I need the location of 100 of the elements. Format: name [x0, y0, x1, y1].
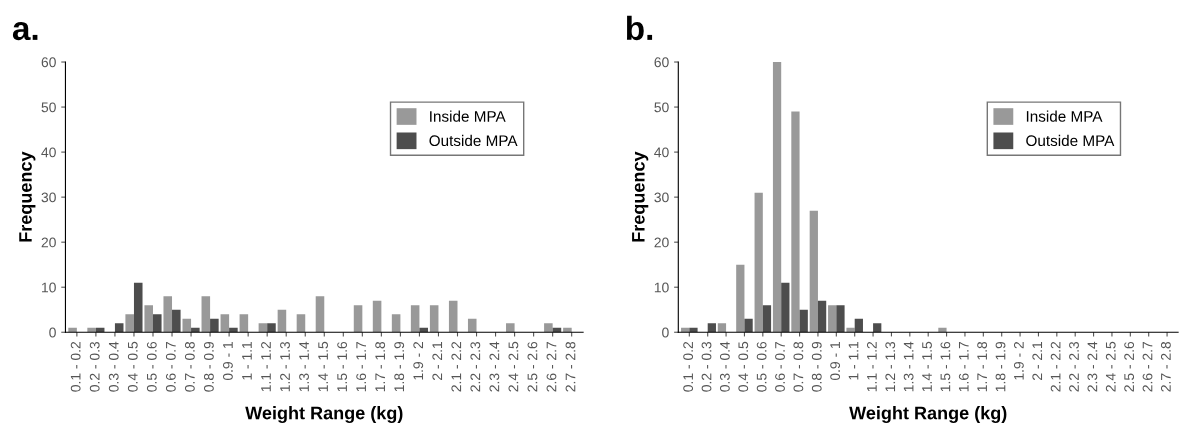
x-tick-label: 1.7 - 1.8: [977, 341, 988, 392]
chart-title: a.: [12, 21, 38, 41]
bar: [114, 323, 124, 333]
x-tick-label: 2.3 - 2.4: [489, 341, 500, 392]
bar: [772, 62, 782, 333]
bar: [182, 318, 192, 333]
x-tick-label: 0.7 - 0.8: [793, 341, 804, 392]
legend-label: Outside MPA: [1026, 134, 1115, 147]
x-tick-label: 1.9 - 2: [413, 341, 424, 380]
bar: [467, 318, 477, 333]
x-tick-label: 0.2 - 0.3: [89, 341, 100, 392]
y-tick-label: 0: [49, 327, 56, 338]
bar: [429, 305, 439, 333]
bar: [191, 327, 200, 333]
bar: [210, 318, 219, 333]
y-tick-label: 20: [654, 237, 669, 248]
bar: [689, 327, 698, 333]
x-tick-label: 1.3 - 1.4: [903, 341, 914, 392]
legend-label: Inside MPA: [430, 110, 506, 122]
x-tick-label: 0.8 - 0.9: [811, 341, 822, 392]
bar: [87, 327, 96, 333]
x-tick-label: 1.1 - 1.2: [866, 341, 877, 392]
x-tick-label: 0.1 - 0.2: [70, 341, 81, 392]
x-tick-label: 0.4 - 0.5: [127, 341, 138, 392]
x-tick-label: 0.7 - 0.8: [184, 341, 195, 392]
bar: [744, 318, 753, 333]
x-tick-label: 1.6 - 1.7: [356, 341, 367, 392]
bar: [563, 327, 572, 333]
x-tick-label: 2.5 - 2.6: [527, 341, 538, 392]
x-axis-title: Weight Range (kg): [849, 406, 1007, 424]
legend-label: Outside MPA: [429, 134, 518, 147]
bar: [419, 327, 428, 333]
y-tick-label: 60: [654, 57, 669, 68]
x-tick-label: 1.9 - 2: [1013, 341, 1024, 380]
y-tick-label: 50: [41, 102, 56, 113]
bar: [133, 282, 143, 333]
x-tick-label: 1.4 - 1.5: [922, 341, 932, 392]
x-tick-label: 1.3 - 1.4: [299, 341, 309, 392]
x-tick-label: 1.2 - 1.3: [280, 341, 290, 392]
x-tick-label: 0.1 - 0.2: [683, 341, 694, 392]
bar: [799, 309, 808, 333]
bar: [754, 192, 763, 333]
x-tick-label: 0.4 - 0.5: [738, 341, 749, 392]
bar: [277, 309, 287, 333]
y-tick-label: 40: [41, 147, 56, 158]
y-tick-label: 10: [654, 282, 669, 293]
bar: [229, 327, 238, 333]
x-tick-label: 1.6 - 1.7: [958, 341, 969, 392]
x-tick-label: 1.1 - 1.2: [261, 341, 271, 392]
bar: [239, 314, 249, 333]
bar: [267, 323, 276, 333]
bar: [258, 323, 268, 333]
x-tick-label: 2.6 - 2.7: [546, 341, 557, 392]
y-tick-label: 10: [42, 282, 56, 293]
x-tick-label: 0.2 - 0.3: [701, 341, 712, 392]
bar: [68, 327, 77, 333]
x-tick-label: 0.6 - 0.7: [165, 341, 176, 392]
y-axis-title: Frequency: [19, 151, 36, 242]
bar: [836, 305, 845, 333]
x-tick-label: 0.5 - 0.6: [756, 341, 767, 392]
x-tick-label: 1.8 - 1.9: [995, 341, 1006, 392]
x-tick-label: 1 - 1.1: [242, 341, 252, 380]
x-tick-label: 0.8 - 0.9: [203, 341, 214, 392]
bar: [544, 323, 553, 333]
bar: [152, 314, 162, 333]
x-tick-label: 0.3 - 0.4: [719, 341, 730, 392]
x-tick-label: 2.7 - 2.8: [565, 341, 576, 392]
x-tick-label: 2.5 - 2.6: [1124, 341, 1135, 392]
x-tick-label: 2.1 - 2.2: [1050, 341, 1061, 392]
bar: [220, 314, 230, 333]
bar: [846, 327, 855, 333]
bar: [707, 323, 716, 333]
bar: [791, 111, 800, 333]
bar: [809, 210, 818, 333]
x-tick-label: 2.2 - 2.3: [470, 341, 481, 392]
x-tick-label: 1 - 1.1: [848, 341, 859, 380]
bar: [854, 318, 863, 333]
x-tick-label: 2.4 - 2.5: [508, 341, 519, 392]
bar: [736, 264, 745, 333]
chart-title: b.: [626, 15, 653, 41]
y-tick-label: 40: [654, 147, 669, 158]
x-tick-label: 2 - 2.1: [432, 341, 443, 380]
bar: [717, 323, 727, 333]
bar: [353, 305, 363, 333]
bar: [506, 323, 515, 333]
bar: [410, 305, 420, 333]
x-tick-label: 2.3 - 2.4: [1087, 341, 1098, 392]
bar: [125, 314, 134, 333]
y-tick-label: 0: [662, 327, 669, 338]
x-tick-label: 2.6 - 2.7: [1142, 341, 1153, 392]
x-tick-label: 1.7 - 1.8: [375, 341, 386, 392]
x-tick-label: 0.5 - 0.6: [146, 341, 157, 392]
bar: [163, 296, 173, 333]
y-tick-label: 50: [654, 102, 669, 113]
bar: [781, 282, 790, 333]
bar: [315, 296, 325, 333]
y-tick-label: 60: [41, 57, 56, 68]
legend-label: Inside MPA: [1026, 110, 1103, 122]
x-tick-label: 1.4 - 1.5: [318, 341, 328, 392]
y-tick-label: 30: [654, 192, 669, 203]
